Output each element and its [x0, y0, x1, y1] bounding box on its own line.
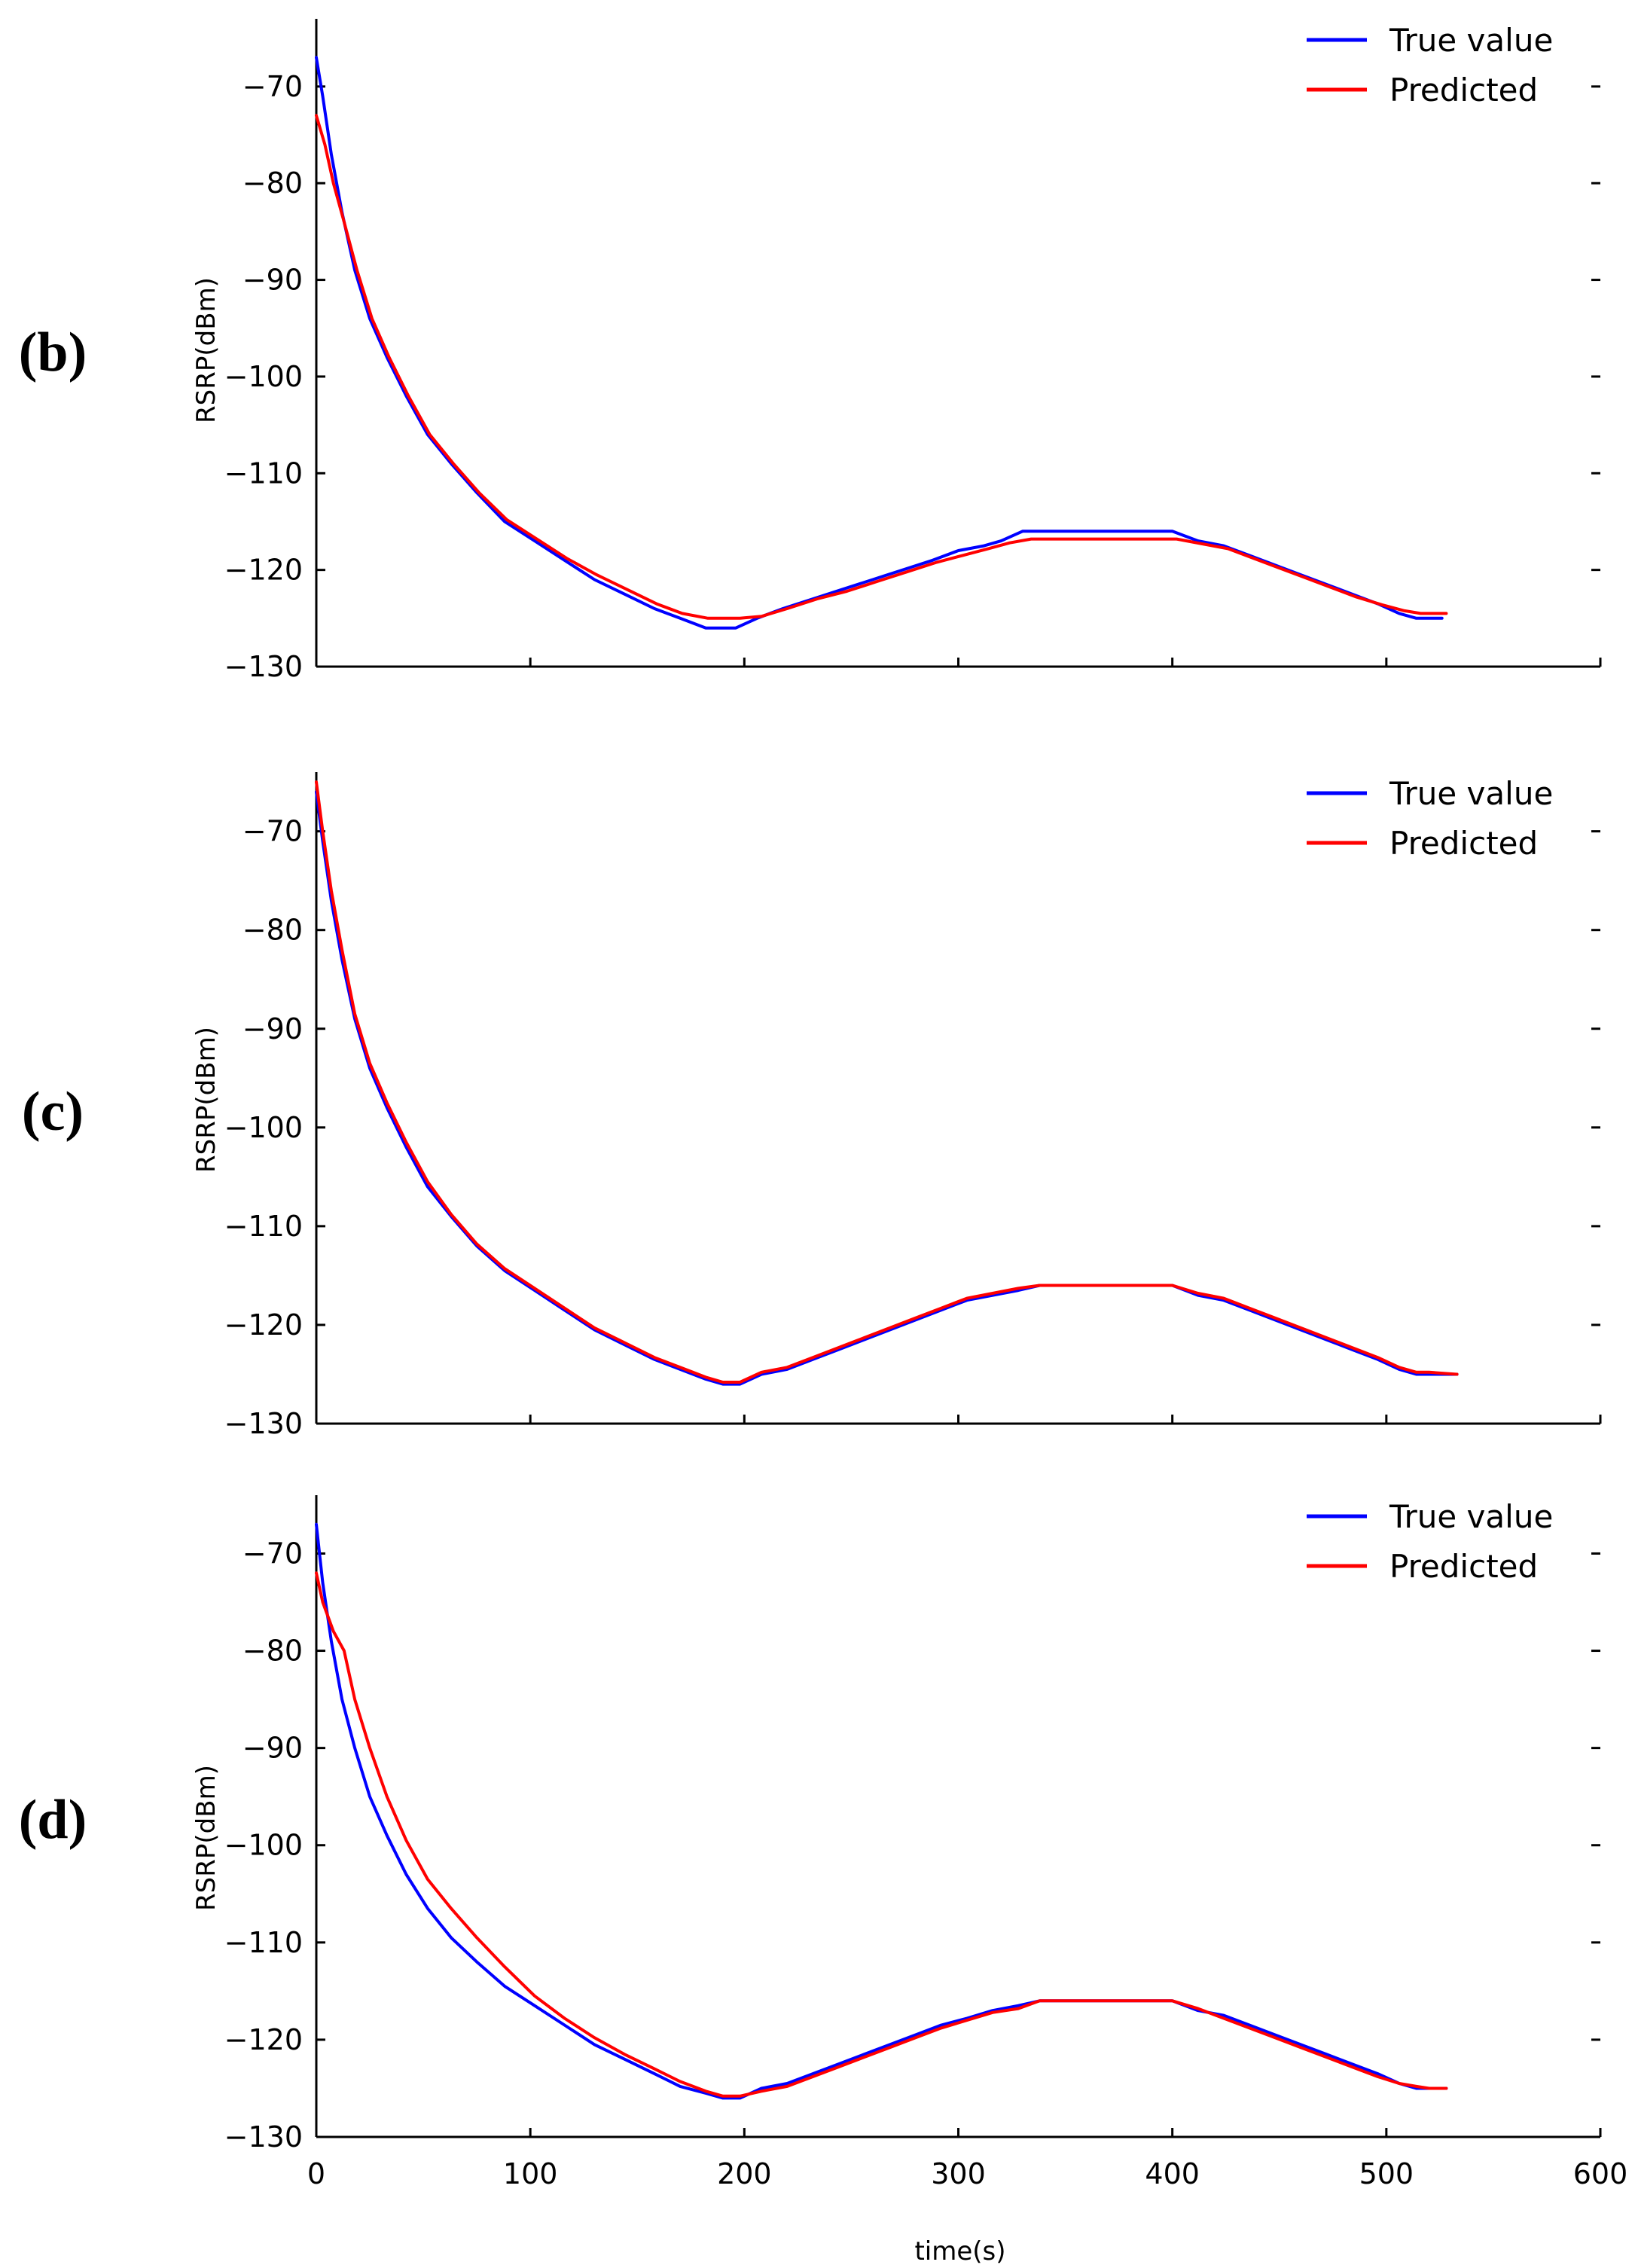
y-tick-label: −110: [224, 456, 303, 490]
legend-label-predicted: Predicted: [1389, 1548, 1538, 1585]
y-tick-label: −110: [224, 1926, 303, 1959]
y-tick-label: −80: [243, 1635, 303, 1668]
y-tick-label: −90: [243, 1012, 303, 1045]
legend-label-predicted: Predicted: [1389, 825, 1538, 862]
y-axis-label-c: RSRP(dBm): [191, 1027, 221, 1173]
y-tick-label: −70: [243, 815, 303, 848]
y-tick-label: −130: [224, 1407, 303, 1440]
x-tick-label: 100: [503, 2157, 558, 2190]
legend-label-true-value: True value: [1389, 22, 1553, 59]
y-tick-label: −130: [224, 650, 303, 683]
x-tick-label: 200: [717, 2157, 772, 2190]
y-tick-label: −80: [243, 914, 303, 947]
legend-label-predicted: Predicted: [1389, 72, 1538, 108]
series-line-predicted: [315, 114, 1448, 620]
panel-d: (d) RSRP(dBm) time(s) −70−80−90−100−110−…: [19, 1495, 1627, 2266]
plot-area-c: −70 −80 −90 −100 −110 −120 −130 True value Predi…: [224, 772, 1602, 1440]
y-tick-label: −120: [224, 554, 303, 587]
plot-area-b: −70 −80 −90 −100 −110 −120 −130 True value Predi…: [224, 19, 1602, 683]
x-tick-label: 500: [1359, 2157, 1414, 2190]
y-tick-label: −120: [224, 1308, 303, 1342]
y-tick-label: −100: [224, 1111, 303, 1144]
y-tick-label: −100: [224, 360, 303, 393]
panel-label-b: (b): [19, 322, 87, 383]
series-line-predicted: [315, 1571, 1448, 2098]
x-axis-label-d: time(s): [914, 2236, 1005, 2266]
y-tick-label: −110: [224, 1210, 303, 1243]
legend-label-true-value: True value: [1389, 775, 1553, 812]
panel-c: (c) RSRP(dBm) −70 −80 −90 −100 −110 −120 −130 T…: [22, 772, 1602, 1440]
y-tick-label: −90: [243, 1732, 303, 1765]
y-axis-label-d: RSRP(dBm): [191, 1765, 221, 1911]
y-tick-label: −70: [243, 1537, 303, 1570]
y-tick-label: −70: [243, 70, 303, 103]
y-tick-label: −120: [224, 2023, 303, 2056]
x-tick-label: 400: [1145, 2157, 1200, 2190]
x-tick-label: 600: [1573, 2157, 1628, 2190]
y-axis-label-b: RSRP(dBm): [191, 277, 221, 423]
series-line-true-value: [315, 1522, 1448, 2100]
x-tick-label: 0: [307, 2157, 325, 2190]
y-tick-label: −80: [243, 166, 303, 200]
panel-b: (b) RSRP(dBm) −70 −80 −90 −100 −110 −120 −130 T…: [19, 19, 1602, 683]
series-line-true-value: [315, 56, 1444, 630]
y-tick-label: −90: [243, 264, 303, 297]
y-tick-label: −130: [224, 2120, 303, 2154]
y-tick-label: −100: [224, 1829, 303, 1862]
x-tick-label: 300: [931, 2157, 986, 2190]
panel-label-c: (c): [22, 1081, 84, 1143]
series-line-predicted: [315, 780, 1459, 1384]
panel-label-d: (d): [19, 1789, 87, 1851]
legend-label-true-value: True value: [1389, 1498, 1553, 1535]
series-line-true-value: [315, 790, 1459, 1386]
